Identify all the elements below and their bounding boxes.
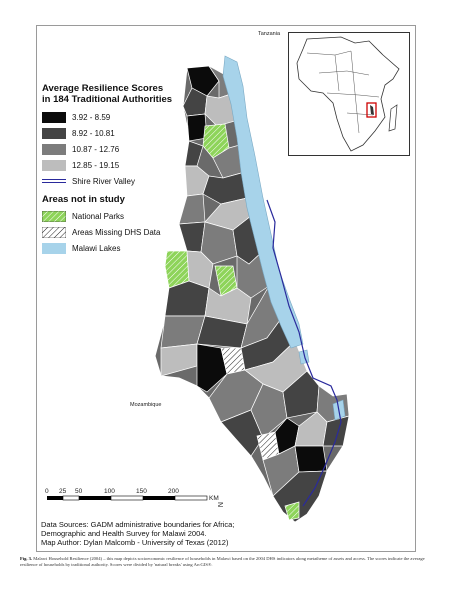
- legend-missing-dhs-label: Areas Missing DHS Data: [72, 227, 161, 237]
- data-sources: Data Sources: GADM administrative bounda…: [41, 520, 234, 547]
- lake-malawi: [222, 55, 304, 349]
- district-south-3: [220, 409, 264, 457]
- district-central-2: [200, 221, 238, 265]
- legend-label-class-1: 3.92 - 8.59: [72, 112, 111, 122]
- district-central-4: [186, 250, 214, 289]
- legend-label-class-3: 10.87 - 12.76: [72, 144, 120, 154]
- malawi-map: [47, 55, 350, 523]
- district-south-8: [322, 415, 350, 447]
- legend-missing-dhs: Areas Missing DHS Data: [42, 225, 202, 239]
- legend-swatch-class-2: [42, 127, 66, 139]
- scale-tick-25: 25: [59, 488, 67, 495]
- map-legend: Average Resilience Scores in 184 Traditi…: [42, 83, 202, 257]
- legend-swatch-class-4: [42, 159, 66, 171]
- legend-title-line2: in 184 Traditional Authorities: [42, 94, 173, 105]
- caption-text: Malawi Household Resilience (2004) – thi…: [20, 556, 425, 567]
- legend-lakes-swatch: [42, 242, 66, 254]
- legend-river: Shire River Valley: [42, 174, 202, 188]
- africa-inset-svg: [296, 36, 400, 152]
- scale-tick-200: 200: [168, 488, 179, 495]
- legend-lakes-label: Malawi Lakes: [72, 243, 121, 253]
- legend-swatch-class-3: [42, 143, 66, 155]
- africa-country-borders: [306, 50, 380, 134]
- sources-line-2: Demographic and Health Survey for Malawi…: [41, 529, 207, 538]
- malawi-highlight-box: [366, 102, 377, 118]
- figure-caption: Fig. 3. Malawi Household Resilience (200…: [20, 556, 432, 568]
- legend-national-parks-label: National Parks: [72, 211, 125, 221]
- legend-river-label: Shire River Valley: [72, 176, 135, 186]
- legend-national-parks: National Parks: [42, 209, 202, 223]
- legend-label-class-2: 8.92 - 10.81: [72, 128, 115, 138]
- legend-lakes: Malawi Lakes: [42, 241, 202, 255]
- district-lengwe-park: [284, 501, 300, 521]
- inset-malawi-shape: [370, 105, 374, 115]
- caption-fig-number: Fig. 3.: [20, 556, 33, 561]
- legend-class-3: 10.87 - 12.76: [42, 142, 202, 156]
- africa-continent-shape: [296, 36, 400, 152]
- africa-inset-map: [288, 32, 410, 156]
- legend-class-2: 8.92 - 10.81: [42, 126, 202, 140]
- scale-tick-100: 100: [104, 488, 115, 495]
- scale-tick-150: 150: [136, 488, 147, 495]
- scale-bar-graphic: [47, 495, 208, 501]
- sources-line-3: Map Author: Dylan Malcomb - University o…: [41, 538, 229, 547]
- map-figure: Tanzania Mozambique Average Resilience S…: [36, 25, 416, 552]
- madagascar-shape: [388, 104, 398, 132]
- legend-missing-swatch: [42, 226, 66, 238]
- legend-class-4: 12.85 - 19.15: [42, 158, 202, 172]
- legend-label-class-4: 12.85 - 19.15: [72, 160, 120, 170]
- north-arrow-icon: N: [218, 502, 225, 508]
- district-south-black-3: [294, 445, 328, 473]
- scale-unit: KM: [209, 495, 219, 502]
- legend-park-swatch: [42, 210, 66, 222]
- legend-river-swatch: [42, 179, 66, 183]
- tanzania-label: Tanzania: [258, 31, 281, 37]
- traditional-authority-districts: [160, 65, 350, 523]
- district-north-1: [186, 65, 220, 97]
- sources-line-1: Data Sources: GADM administrative bounda…: [41, 520, 235, 529]
- legend-not-in-study-title: Areas not in study: [42, 194, 125, 205]
- legend-swatch-class-1: [42, 111, 66, 123]
- district-central-black-1: [196, 343, 228, 393]
- scale-tick-0: 0: [45, 488, 49, 495]
- mozambique-label: Mozambique: [130, 402, 162, 408]
- legend-class-1: 3.92 - 8.59: [42, 110, 202, 124]
- legend-title-line1: Average Resilience Scores: [42, 83, 164, 94]
- shire-river-valley: [266, 199, 342, 507]
- scale-tick-50: 50: [75, 488, 83, 495]
